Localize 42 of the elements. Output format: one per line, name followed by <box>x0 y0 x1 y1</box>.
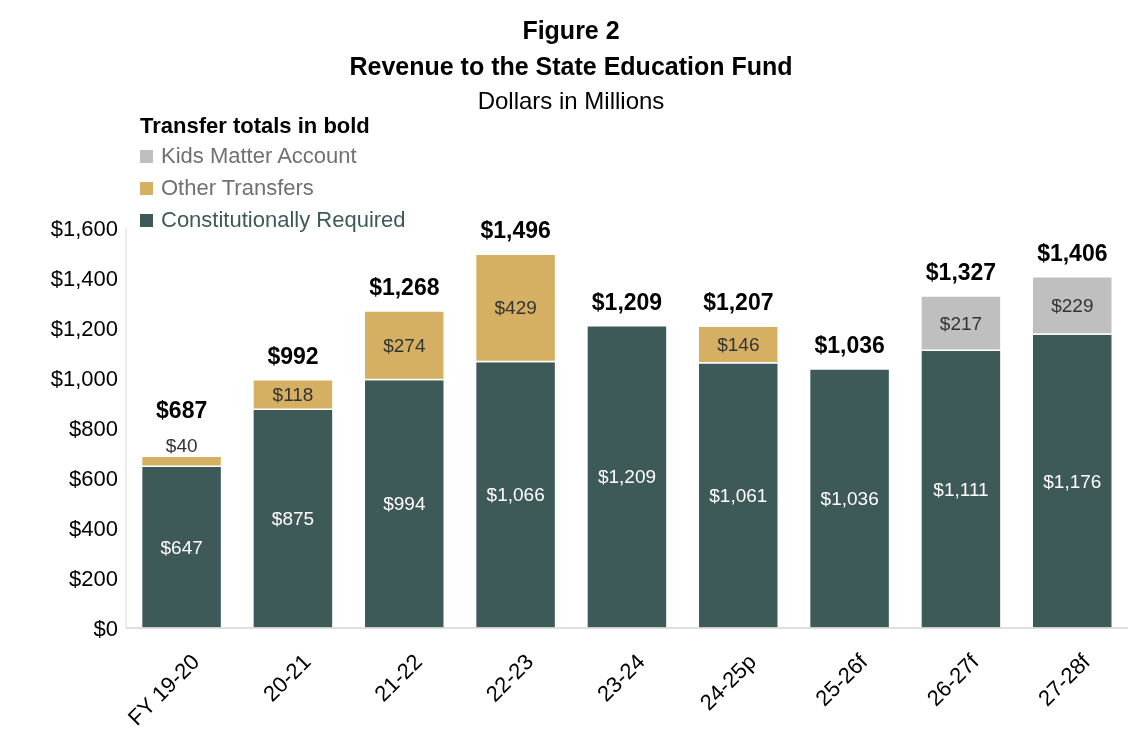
total-label: $1,406 <box>1037 239 1108 266</box>
data-label: $994 <box>383 493 426 515</box>
total-label: $687 <box>156 397 208 424</box>
data-label: $40 <box>165 434 198 456</box>
legend-title: Transfer totals in bold <box>140 112 371 140</box>
data-label: $274 <box>383 334 426 356</box>
legend-label: Kids Matter Account <box>161 142 357 170</box>
total-label: $1,268 <box>369 274 440 300</box>
chart-subtitle: Dollars in Millions <box>477 87 665 114</box>
y-tick-label: $200 <box>69 565 118 591</box>
data-label: $146 <box>717 334 760 355</box>
y-tick-label: $0 <box>93 615 118 641</box>
y-tick-label: $600 <box>69 465 118 491</box>
chart-title: Figure 2 Revenue to the State Education Fund <box>348 15 794 82</box>
y-tick-label: $800 <box>69 415 118 441</box>
total-label: $992 <box>267 342 319 369</box>
total-label: $1,209 <box>591 288 663 315</box>
total-label: $1,036 <box>814 332 885 358</box>
legend-label: Other Transfers <box>161 174 314 202</box>
bar <box>808 368 891 628</box>
data-label: $229 <box>1051 294 1094 316</box>
data-label: $1,176 <box>1043 470 1102 492</box>
data-label: $875 <box>271 508 315 530</box>
legend-label: Constitutionally Required <box>161 206 406 234</box>
data-label: $1,066 <box>486 484 545 506</box>
bar <box>586 325 668 628</box>
data-label: $647 <box>160 536 203 558</box>
data-label: $429 <box>494 297 537 319</box>
data-label: $1,036 <box>820 488 879 509</box>
y-tick-label: $1,000 <box>50 365 118 391</box>
y-tick-label: $1,600 <box>50 215 118 241</box>
data-label: $1,111 <box>933 478 989 500</box>
total-label: $1,496 <box>480 217 551 244</box>
y-tick-label: $1,400 <box>50 265 118 291</box>
total-label: $1,207 <box>703 289 774 316</box>
data-label: $118 <box>272 384 314 405</box>
y-tick-label: $400 <box>69 515 118 541</box>
total-label: $1,327 <box>925 259 997 285</box>
data-label: $1,209 <box>597 466 657 488</box>
y-tick-label: $1,200 <box>50 315 118 341</box>
data-label: $217 <box>939 312 983 334</box>
data-label: $1,061 <box>709 484 768 506</box>
